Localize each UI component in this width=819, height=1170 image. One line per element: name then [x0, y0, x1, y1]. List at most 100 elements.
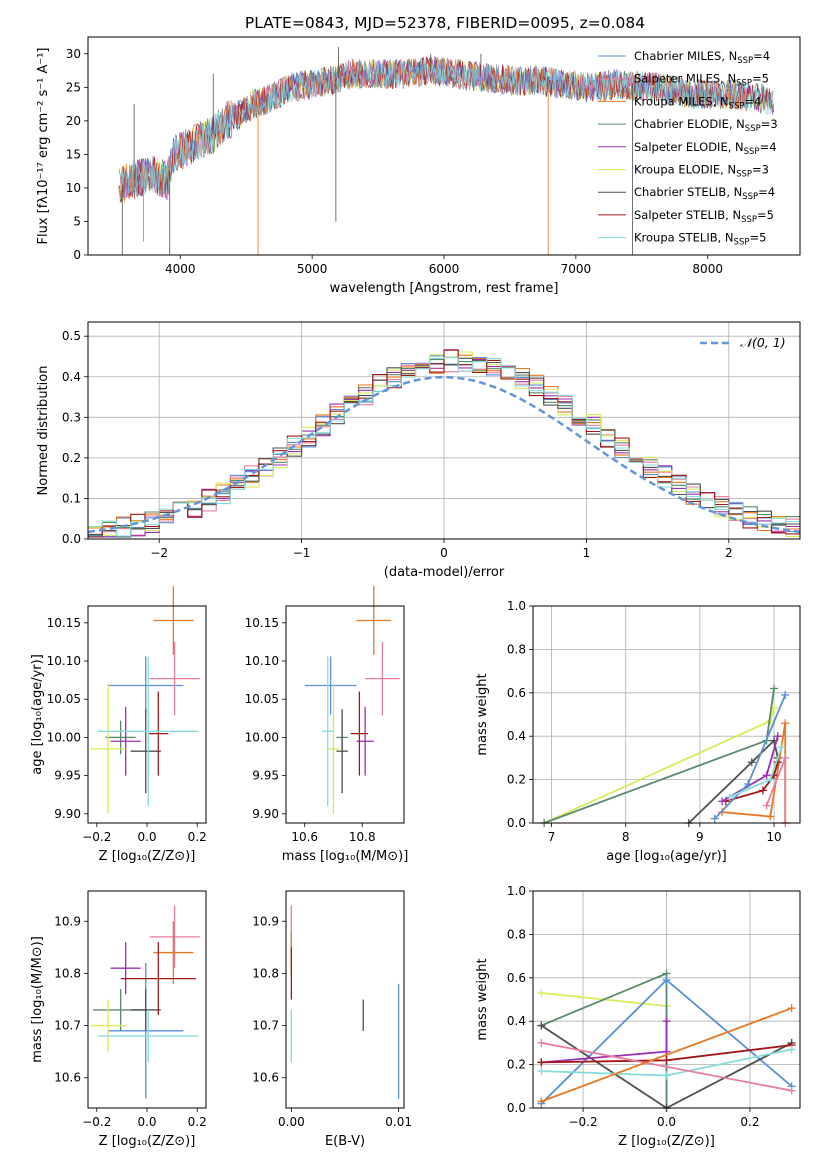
spectrum-xtick-label: 6000 — [429, 262, 460, 276]
weight-vs-age-ytick-label: 0.6 — [507, 686, 526, 700]
mass-vs-ebv-ytick-label: 10.7 — [252, 1019, 279, 1033]
age-vs-mass-ytick-label: 10.10 — [245, 654, 279, 668]
age-vs-mass-ytick-label: 10.15 — [245, 616, 279, 630]
mass-vs-ebv-ytick-label: 10.9 — [252, 914, 279, 928]
hist-series-salpeter_stelib — [88, 349, 800, 538]
legend-label-chabrier_stelib: Chabrier STELIB, NSSP=4 — [634, 185, 775, 202]
legend-label-kroupa_stelib: Kroupa STELIB, NSSP=5 — [634, 231, 766, 248]
hist-ylabel: Normed distribution — [36, 366, 51, 496]
mass-vs-z-xtick-label: −0.2 — [82, 1115, 111, 1129]
hist-legend-label: 𝒩(0, 1) — [740, 335, 786, 350]
spectrum-title: PLATE=0843, MJD=52378, FIBERID=0095, z=0… — [245, 14, 645, 32]
age-vs-z-ytick-label: 10.15 — [47, 616, 81, 630]
age-vs-z-frame — [87, 605, 207, 824]
weight-vs-z-xlabel: Z [log₁₀(Z/Z⊙)] — [618, 1134, 715, 1149]
legend-label-salpeter_stelib: Salpeter STELIB, NSSP=5 — [634, 208, 774, 225]
weight-vs-z-ytick-label: 0.4 — [507, 1014, 526, 1028]
weight-vs-age-ytick-label: 1.0 — [507, 599, 526, 613]
age-vs-z-xtick-label: −0.2 — [82, 830, 111, 844]
spectrum-ytick-label: 30 — [66, 47, 81, 61]
legend-label-chabrier_elodie: Chabrier ELODIE, NSSP=3 — [634, 117, 778, 134]
hist-xtick-label: 2 — [725, 546, 733, 560]
spectrum-ylabel: Flux [fλ10⁻¹⁷ erg cm⁻² s⁻¹ A⁻¹] — [36, 48, 51, 245]
mass-vs-ebv-ytick-label: 10.8 — [252, 966, 279, 980]
age-vs-z-ytick-label: 9.95 — [54, 769, 81, 783]
legend-label-salpeter_elodie: Salpeter ELODIE, NSSP=4 — [634, 140, 777, 157]
hist-xtick-label: −2 — [150, 546, 168, 560]
mass-vs-z-frame — [87, 890, 207, 1109]
age-vs-mass-xtick-label: 10.8 — [349, 830, 376, 844]
hist-ytick-label: 0.1 — [62, 491, 81, 505]
mass-vs-z-xtick-label: 0.0 — [137, 1115, 156, 1129]
mass-vs-z-ylabel: mass [log₁₀(M/M⊙)] — [30, 936, 45, 1063]
weight-vs-z-xtick-label: −0.2 — [568, 1115, 597, 1129]
hist-xlabel: (data-model)/error — [384, 565, 505, 580]
mass-vs-z-xtick-label: 0.2 — [188, 1115, 207, 1129]
weight-vs-z-ytick-label: 1.0 — [507, 884, 526, 898]
age-vs-mass-frame — [285, 605, 405, 824]
weight-vs-age-ytick-label: 0.0 — [507, 816, 526, 830]
weight-vs-z-frame — [532, 890, 801, 1109]
mass-vs-z-ytick-label: 10.7 — [54, 1019, 81, 1033]
weight-vs-z-line-kroupa_elodie — [541, 992, 668, 1108]
legend-label-kroupa_miles: Kroupa MILES, NSSP=4 — [634, 94, 761, 111]
hist-ytick-label: 0.5 — [62, 329, 81, 343]
weight-vs-z-ytick-label: 0.2 — [507, 1058, 526, 1072]
hist-xtick-label: 0 — [440, 546, 448, 560]
age-vs-z-ytick-label: 10.05 — [47, 692, 81, 706]
mass-vs-ebv-ytick-label: 10.6 — [252, 1071, 279, 1085]
weight-vs-age-xtick-label: 10 — [766, 830, 781, 844]
legend-label-kroupa_elodie: Kroupa ELODIE, NSSP=3 — [634, 163, 769, 180]
mass-vs-z-xlabel: Z [log₁₀(Z/Z⊙)] — [99, 1134, 196, 1149]
age-vs-z-ytick-label: 10.10 — [47, 654, 81, 668]
hist-ytick-label: 0.2 — [62, 451, 81, 465]
mass-vs-ebv-xtick-label: 0.01 — [385, 1115, 412, 1129]
weight-vs-age-ylabel: mass weight — [475, 673, 490, 755]
age-vs-mass-ytick-label: 9.90 — [252, 807, 279, 821]
spectrum-xtick-label: 8000 — [692, 262, 723, 276]
age-vs-z-xtick-label: 0.2 — [188, 830, 207, 844]
weight-vs-z-ytick-label: 0.0 — [507, 1101, 526, 1115]
age-vs-z-ylabel: age [log₁₀(age/yr)] — [30, 654, 45, 775]
weight-vs-age-line-chabrier_elodie — [543, 688, 775, 824]
weight-vs-age-line-salpeter_stelib — [725, 761, 779, 803]
weight-vs-z-ytick-label: 0.6 — [507, 971, 526, 985]
weight-vs-z-line-kroupa_miles — [540, 1007, 793, 1103]
mass-vs-ebv-xtick-label: 0.00 — [278, 1115, 305, 1129]
spectrum-xtick-label: 7000 — [561, 262, 592, 276]
mass-vs-ebv-xlabel: E(B-V) — [325, 1134, 365, 1149]
hist-ytick-label: 0.4 — [62, 370, 81, 384]
weight-vs-z-xtick-label: 0.2 — [740, 1115, 759, 1129]
hist-xtick-label: −1 — [293, 546, 311, 560]
weight-vs-age-ytick-label: 0.4 — [507, 729, 526, 743]
weight-vs-age-xlabel: age [log₁₀(age/yr)] — [606, 849, 727, 864]
weight-vs-age-line-kroupa_elodie — [543, 707, 775, 824]
hist-ytick-label: 0.3 — [62, 410, 81, 424]
mass-vs-z-ytick-label: 10.9 — [54, 914, 81, 928]
age-vs-mass-ytick-label: 10.05 — [245, 692, 279, 706]
spectrum-ytick-label: 20 — [66, 114, 81, 128]
spectrum-xtick-label: 4000 — [165, 262, 196, 276]
mass-vs-ebv-frame — [285, 890, 405, 1109]
normal-curve — [87, 375, 801, 534]
spectrum-ytick-label: 15 — [66, 147, 81, 161]
spectrum-xtick-label: 5000 — [297, 262, 328, 276]
weight-vs-age-xtick-label: 7 — [548, 830, 556, 844]
legend-label-chabrier_miles: Chabrier MILES, NSSP=4 — [634, 49, 770, 66]
weight-vs-z-xtick-label: 0.0 — [657, 1115, 676, 1129]
weight-vs-age-frame — [532, 605, 801, 824]
age-vs-mass-ytick-label: 10.00 — [245, 730, 279, 744]
spectrum-ytick-label: 0 — [73, 248, 81, 262]
spectrum-xlabel: wavelength [Angstrom, rest frame] — [330, 281, 559, 296]
age-vs-mass-xlabel: mass [log₁₀(M/M⊙)] — [282, 849, 409, 864]
legend-label-salpeter_miles: Salpeter MILES, NSSP=5 — [634, 72, 769, 89]
spectrum-ytick-label: 10 — [66, 181, 81, 195]
weight-vs-z-ylabel: mass weight — [475, 958, 490, 1040]
mass-vs-z-ytick-label: 10.8 — [54, 966, 81, 980]
weight-vs-z-line-salpeter_miles — [541, 1042, 792, 1092]
weight-vs-age-ytick-label: 0.8 — [507, 642, 526, 656]
spectrum-ytick-label: 25 — [66, 80, 81, 94]
age-vs-mass-xtick-label: 10.6 — [291, 830, 318, 844]
age-vs-z-ytick-label: 9.90 — [54, 807, 81, 821]
